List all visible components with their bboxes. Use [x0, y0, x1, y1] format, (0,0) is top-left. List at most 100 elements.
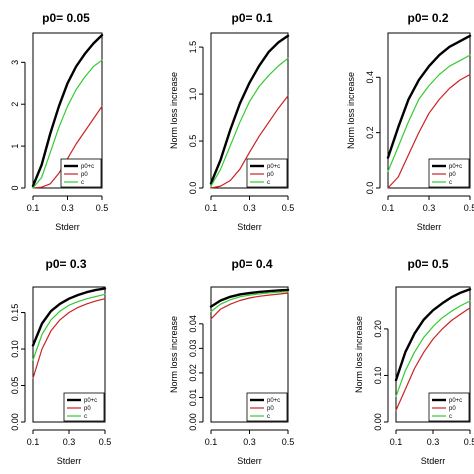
panel-6: p0= 0.5 0.1 0.3 0.5 Stderr 0.00 0.10 0.20 Norm l…: [354, 257, 474, 466]
plot-frame: [387, 32, 471, 189]
legend-label: p0: [267, 406, 274, 412]
series-line-p0+c: [394, 288, 472, 382]
legend-label: p0+c: [267, 164, 280, 170]
legend: p0+c p0 c: [428, 158, 470, 188]
panel-title: p0= 0.05: [42, 11, 90, 25]
legend-label: c: [267, 180, 270, 186]
series-line-p0+c: [209, 288, 290, 308]
x-tick-label: 0.1: [27, 437, 40, 447]
legend-label: p0: [267, 172, 274, 178]
y-tick-label: 0.0: [365, 182, 375, 195]
series-line-p0+c: [31, 33, 104, 188]
panel-1: p0= 0.05 0.1 0.3 0.5 Stderr 0 1 2 3 p0+c p0 c: [10, 11, 108, 232]
legend-label: c: [449, 414, 452, 420]
x-axis-label: Stderr: [55, 222, 80, 232]
legend-label: p0: [81, 172, 88, 178]
y-tick-label: 2: [10, 102, 20, 107]
y-tick-label: 0.2: [365, 126, 375, 139]
x-tick-label: 0.5: [282, 203, 295, 213]
y-tick-label: 0: [10, 185, 20, 190]
legend-label: p0+c: [81, 164, 94, 170]
legend: p0+c p0 c: [246, 158, 288, 188]
legend-label: p0: [84, 406, 91, 412]
legend-label: p0: [449, 172, 456, 178]
legend: p0+c p0 c: [428, 392, 470, 422]
plot-frame: [32, 286, 106, 423]
y-tick-label: 3: [10, 60, 20, 65]
panel-5: p0= 0.4 0.1 0.3 0.5 Stderr 0.00 0.01 0.02 0.03 0.…: [169, 257, 294, 466]
legend-label: c: [267, 414, 270, 420]
panel-title: p0= 0.2: [407, 11, 448, 25]
y-axis-label: Norm loss increase: [354, 316, 364, 393]
y-tick-label: 1: [10, 144, 20, 149]
series-line-c: [32, 59, 103, 189]
series-line-p0: [395, 307, 471, 411]
y-tick-label: 0.0: [188, 182, 198, 195]
x-tick-label: 0.1: [382, 203, 395, 213]
legend-label: c: [84, 414, 87, 420]
y-axis-label: Norm loss increase: [169, 316, 179, 393]
x-tick-label: 0.5: [96, 203, 109, 213]
panel-3: p0= 0.2 0.1 0.3 0.5 Stderr 0.0 0.2 0.4 Norm loss…: [346, 11, 474, 232]
x-tick-label: 0.3: [63, 437, 76, 447]
panel-title: p0= 0.1: [231, 11, 272, 25]
y-tick-label: 0.04: [188, 315, 198, 333]
legend: p0+c p0 c: [60, 158, 102, 188]
panel-title: p0= 0.4: [231, 257, 272, 271]
legend-label: c: [81, 180, 84, 186]
series-line-p0+c: [31, 287, 107, 347]
y-axis-label: Norm loss increase: [346, 72, 356, 149]
x-tick-label: 0.3: [423, 203, 436, 213]
panel-4: p0= 0.3 0.1 0.3 0.5 Stderr 0.00 0.05 0.10 0.15 p0…: [10, 257, 111, 466]
legend-label: p0+c: [449, 398, 462, 404]
x-tick-label: 0.1: [205, 203, 218, 213]
y-tick-label: 0.4: [365, 71, 375, 84]
legend-label: p0+c: [267, 398, 280, 404]
x-tick-label: 0.3: [427, 437, 440, 447]
series-line-p0: [210, 95, 289, 189]
y-axis-label: Norm loss increase: [169, 72, 179, 149]
series-line-p0+c: [209, 34, 290, 185]
series-line-p0: [387, 73, 471, 189]
x-tick-label: 0.5: [464, 203, 474, 213]
legend-label: p0+c: [84, 398, 97, 404]
panel-title: p0= 0.3: [45, 257, 86, 271]
panel-2: p0= 0.1 0.1 0.3 0.5 Stderr 0.0 0.5 1.0 1.5 Norm l…: [169, 11, 294, 232]
panel-title: p0= 0.5: [407, 257, 448, 271]
y-tick-label: 0.05: [10, 377, 20, 395]
y-tick-label: 0.00: [373, 413, 383, 431]
y-tick-label: 0.00: [188, 413, 198, 431]
x-tick-label: 0.5: [464, 437, 474, 447]
legend: p0+c p0 c: [63, 392, 105, 422]
y-tick-label: 0.01: [188, 389, 198, 407]
plot-frame: [395, 286, 471, 423]
x-tick-label: 0.3: [243, 203, 256, 213]
x-tick-label: 0.5: [99, 437, 112, 447]
x-axis-label: Stderr: [57, 456, 82, 466]
plot-frame: [210, 32, 289, 189]
y-tick-label: 1.0: [188, 88, 198, 101]
y-tick-label: 0.20: [373, 320, 383, 338]
legend-label: p0+c: [449, 164, 462, 170]
x-tick-label: 0.3: [243, 437, 256, 447]
x-tick-label: 0.5: [282, 437, 295, 447]
y-tick-label: 0.00: [10, 413, 20, 431]
x-tick-label: 0.3: [61, 203, 74, 213]
x-axis-label: Stderr: [417, 222, 442, 232]
legend-label: c: [449, 180, 452, 186]
plot-frame: [32, 32, 103, 189]
y-tick-label: 0.15: [10, 304, 20, 322]
x-tick-label: 0.1: [205, 437, 218, 447]
y-tick-label: 0.10: [373, 367, 383, 385]
series-line-c: [210, 57, 289, 187]
y-tick-label: 1.5: [188, 41, 198, 54]
series-line-p0: [210, 292, 289, 320]
legend: p0+c p0 c: [246, 392, 288, 422]
plot-frame: [210, 286, 289, 423]
x-tick-label: 0.1: [390, 437, 403, 447]
y-tick-label: 0.5: [188, 135, 198, 148]
y-tick-label: 0.02: [188, 364, 198, 382]
series-line-p0+c: [386, 34, 472, 159]
x-tick-label: 0.1: [27, 203, 40, 213]
